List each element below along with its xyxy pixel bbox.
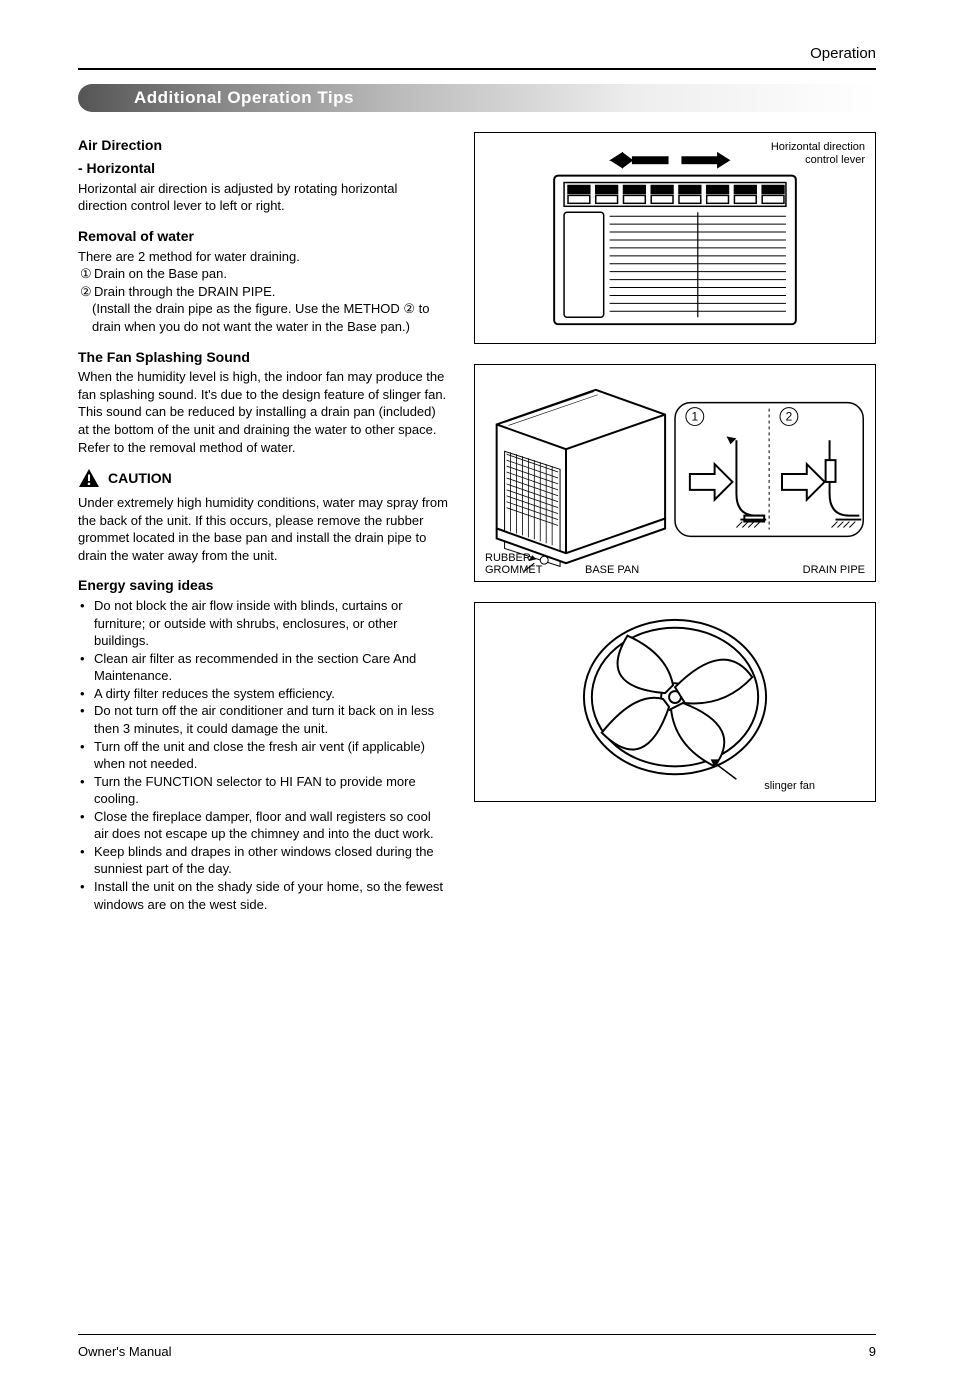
list-item: ②Drain through the DRAIN PIPE.: [80, 283, 448, 301]
splashing-head: The Fan Splashing Sound: [78, 348, 448, 367]
list-text: Close the fireplace damper, floor and wa…: [94, 808, 448, 843]
water-note: (Install the drain pipe as the figure. U…: [92, 300, 448, 335]
list-item: •Keep blinds and drapes in other windows…: [80, 843, 448, 878]
energy-head: Energy saving ideas: [78, 576, 448, 595]
list-bullet: •: [80, 738, 94, 773]
list-text: Drain on the Base pan.: [94, 265, 227, 283]
svg-text:1: 1: [692, 409, 699, 423]
list-bullet: •: [80, 808, 94, 843]
list-text: Do not turn off the air conditioner and …: [94, 702, 448, 737]
list-item: •Turn the FUNCTION selector to HI FAN to…: [80, 773, 448, 808]
airdir-horizontal-head: - Horizontal: [78, 159, 448, 178]
list-item: •Do not turn off the air conditioner and…: [80, 702, 448, 737]
list-text: Keep blinds and drapes in other windows …: [94, 843, 448, 878]
footer-left: Owner's Manual: [78, 1344, 172, 1359]
list-item: •Install the unit on the shady side of y…: [80, 878, 448, 913]
list-item: •Clean air filter as recommended in the …: [80, 650, 448, 685]
fig2-drainpipe-label: DRAIN PIPE: [803, 564, 865, 577]
figure-fan-svg: [475, 603, 875, 801]
airdir-head: Air Direction: [78, 136, 448, 155]
water-intro: There are 2 method for water draining.: [78, 248, 448, 266]
water-head: Removal of water: [78, 227, 448, 246]
list-item: ①Drain on the Base pan.: [80, 265, 448, 283]
water-list: ①Drain on the Base pan. ②Drain through t…: [80, 265, 448, 300]
left-column: Air Direction - Horizontal Horizontal ai…: [78, 132, 448, 913]
bottom-rule: [78, 1334, 876, 1335]
svg-text:2: 2: [786, 409, 793, 423]
content-row: Air Direction - Horizontal Horizontal ai…: [78, 132, 876, 913]
section-header-title: Additional Operation Tips: [134, 88, 354, 108]
list-bullet: •: [80, 843, 94, 878]
section-header-bar: Additional Operation Tips: [78, 84, 876, 112]
list-item: •Close the fireplace damper, floor and w…: [80, 808, 448, 843]
warning-icon: [78, 468, 100, 488]
energy-list: •Do not block the air flow inside with b…: [80, 597, 448, 913]
list-text: Drain through the DRAIN PIPE.: [94, 283, 275, 301]
list-text: Install the unit on the shady side of yo…: [94, 878, 448, 913]
list-num: ①: [80, 265, 94, 283]
list-bullet: •: [80, 773, 94, 808]
list-item: •A dirty filter reduces the system effic…: [80, 685, 448, 703]
figure-air-direction: Horizontal direction control lever: [474, 132, 876, 344]
figure-drain-svg: 1 2: [475, 365, 875, 581]
list-text: A dirty filter reduces the system effici…: [94, 685, 335, 703]
footer-right: 9: [869, 1344, 876, 1359]
fig2-rubber-label: RUBBER GROMMET: [485, 552, 542, 577]
list-text: Turn the FUNCTION selector to HI FAN to …: [94, 773, 448, 808]
list-bullet: •: [80, 685, 94, 703]
list-bullet: •: [80, 702, 94, 737]
list-bullet: •: [80, 878, 94, 913]
figure-drain: 1 2: [474, 364, 876, 582]
list-bullet: •: [80, 650, 94, 685]
right-column: Horizontal direction control lever: [474, 132, 876, 913]
fig2-basepan-label: BASE PAN: [585, 564, 639, 577]
footer: Owner's Manual 9: [78, 1344, 876, 1359]
splashing-body: When the humidity level is high, the ind…: [78, 368, 448, 456]
page-section-label: Operation: [810, 45, 876, 62]
fig3-slinger-label: slinger fan: [764, 780, 815, 793]
list-text: Clean air filter as recommended in the s…: [94, 650, 448, 685]
list-item: •Do not block the air flow inside with b…: [80, 597, 448, 650]
caution-row: CAUTION: [78, 468, 448, 488]
top-rule: [78, 68, 876, 70]
fig1-lever-label: Horizontal direction control lever: [771, 141, 865, 166]
list-item: •Turn off the unit and close the fresh a…: [80, 738, 448, 773]
list-text: Do not block the air flow inside with bl…: [94, 597, 448, 650]
figure-fan: slinger fan: [474, 602, 876, 802]
list-text: Turn off the unit and close the fresh ai…: [94, 738, 448, 773]
caution-body: Under extremely high humidity conditions…: [78, 494, 448, 564]
caution-label: CAUTION: [108, 469, 172, 488]
list-num: ②: [80, 283, 94, 301]
list-bullet: •: [80, 597, 94, 650]
airdir-horizontal-body: Horizontal air direction is adjusted by …: [78, 180, 448, 215]
